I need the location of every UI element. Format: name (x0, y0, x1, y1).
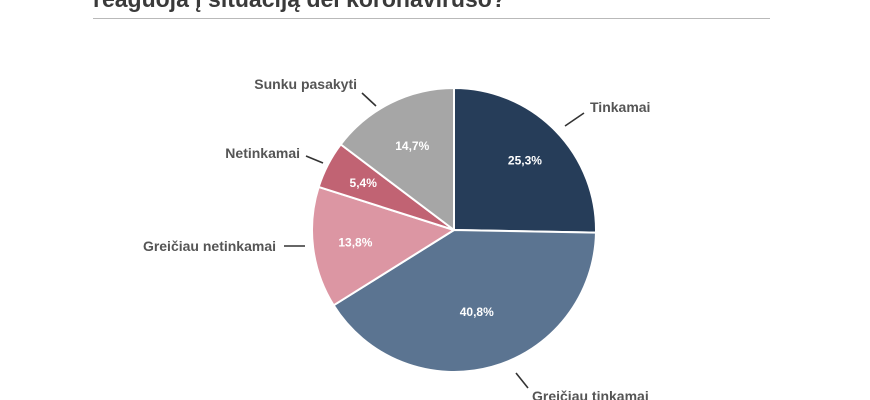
slice-label-tinkamai: Tinkamai (590, 99, 650, 115)
slice-percent-netinkamai: 5,4% (350, 176, 378, 190)
slice-label-sunku-pasakyti: Sunku pasakyti (254, 76, 357, 92)
chart-title: reaguoja į situaciją dėl koronaviruso? (93, 0, 506, 13)
pie-slice-tinkamai (453, 87, 597, 234)
leader-line-netinkamai (305, 155, 324, 164)
slice-percent-tinkamai: 25,3% (508, 153, 542, 167)
slice-percent-greiciau-tinkamai: 40,8% (460, 305, 494, 319)
pie-slice-greiciau-tinkamai (332, 229, 597, 373)
slice-percent-greiciau-netinkamai: 13,8% (338, 235, 372, 249)
slice-label-greiciau-tinkamai: Greičiau tinkamai (532, 388, 649, 400)
slice-percent-sunku-pasakyti: 14,7% (395, 139, 429, 153)
leader-line-sunku-pasakyti (361, 92, 377, 107)
slice-label-greiciau-netinkamai: Greičiau netinkamai (143, 238, 276, 254)
pie-slice-sunku-pasakyti (339, 87, 455, 231)
title-divider (93, 18, 770, 19)
pie-slice-greiciau-netinkamai (311, 185, 455, 307)
leader-line-greiciau-tinkamai (515, 372, 529, 389)
leader-line-tinkamai (564, 112, 585, 127)
slice-label-netinkamai: Netinkamai (225, 145, 300, 161)
